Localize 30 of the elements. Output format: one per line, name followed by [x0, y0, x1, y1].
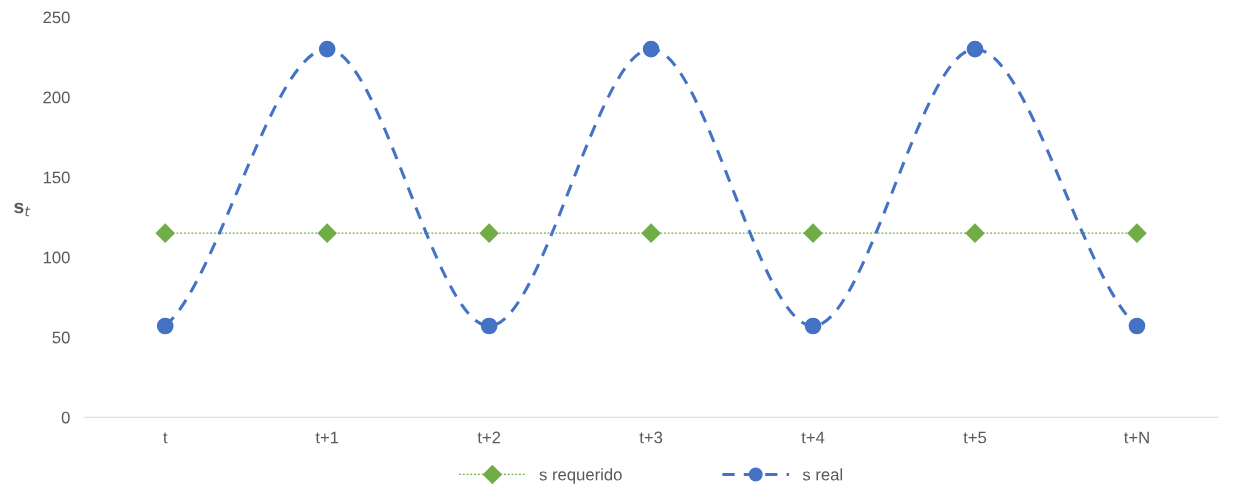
y-tick-label: 200 [43, 91, 70, 104]
y-tick-label: 150 [43, 171, 70, 184]
point [1128, 317, 1146, 335]
x-tick-label: t [163, 432, 168, 444]
point [479, 223, 499, 243]
point [318, 40, 336, 58]
point [803, 223, 823, 243]
x-tick-label: t+2 [477, 431, 501, 444]
point [965, 223, 985, 243]
y-tick-label: 250 [43, 11, 70, 24]
x-tick-label: t+4 [801, 431, 825, 444]
point [155, 223, 175, 243]
y-axis-title: s$_{t}$ [14, 202, 31, 217]
y-tick-label: 0 [61, 411, 70, 424]
point [804, 317, 822, 335]
point [480, 317, 498, 335]
point [156, 317, 174, 335]
y-tick-label: 50 [52, 331, 70, 344]
x-tick-label: t+3 [639, 431, 663, 444]
x-tick-label: t+N [1124, 431, 1149, 444]
y-tick-label: 100 [43, 251, 70, 264]
x-tick-label: t+5 [963, 431, 987, 444]
point [966, 40, 984, 58]
point [641, 223, 661, 243]
legend-label: s real [802, 468, 843, 481]
x-tick-label: t+1 [315, 431, 339, 444]
point [642, 40, 660, 58]
legend-label: s requerido [539, 468, 622, 484]
point [317, 223, 337, 243]
point [1127, 223, 1147, 243]
